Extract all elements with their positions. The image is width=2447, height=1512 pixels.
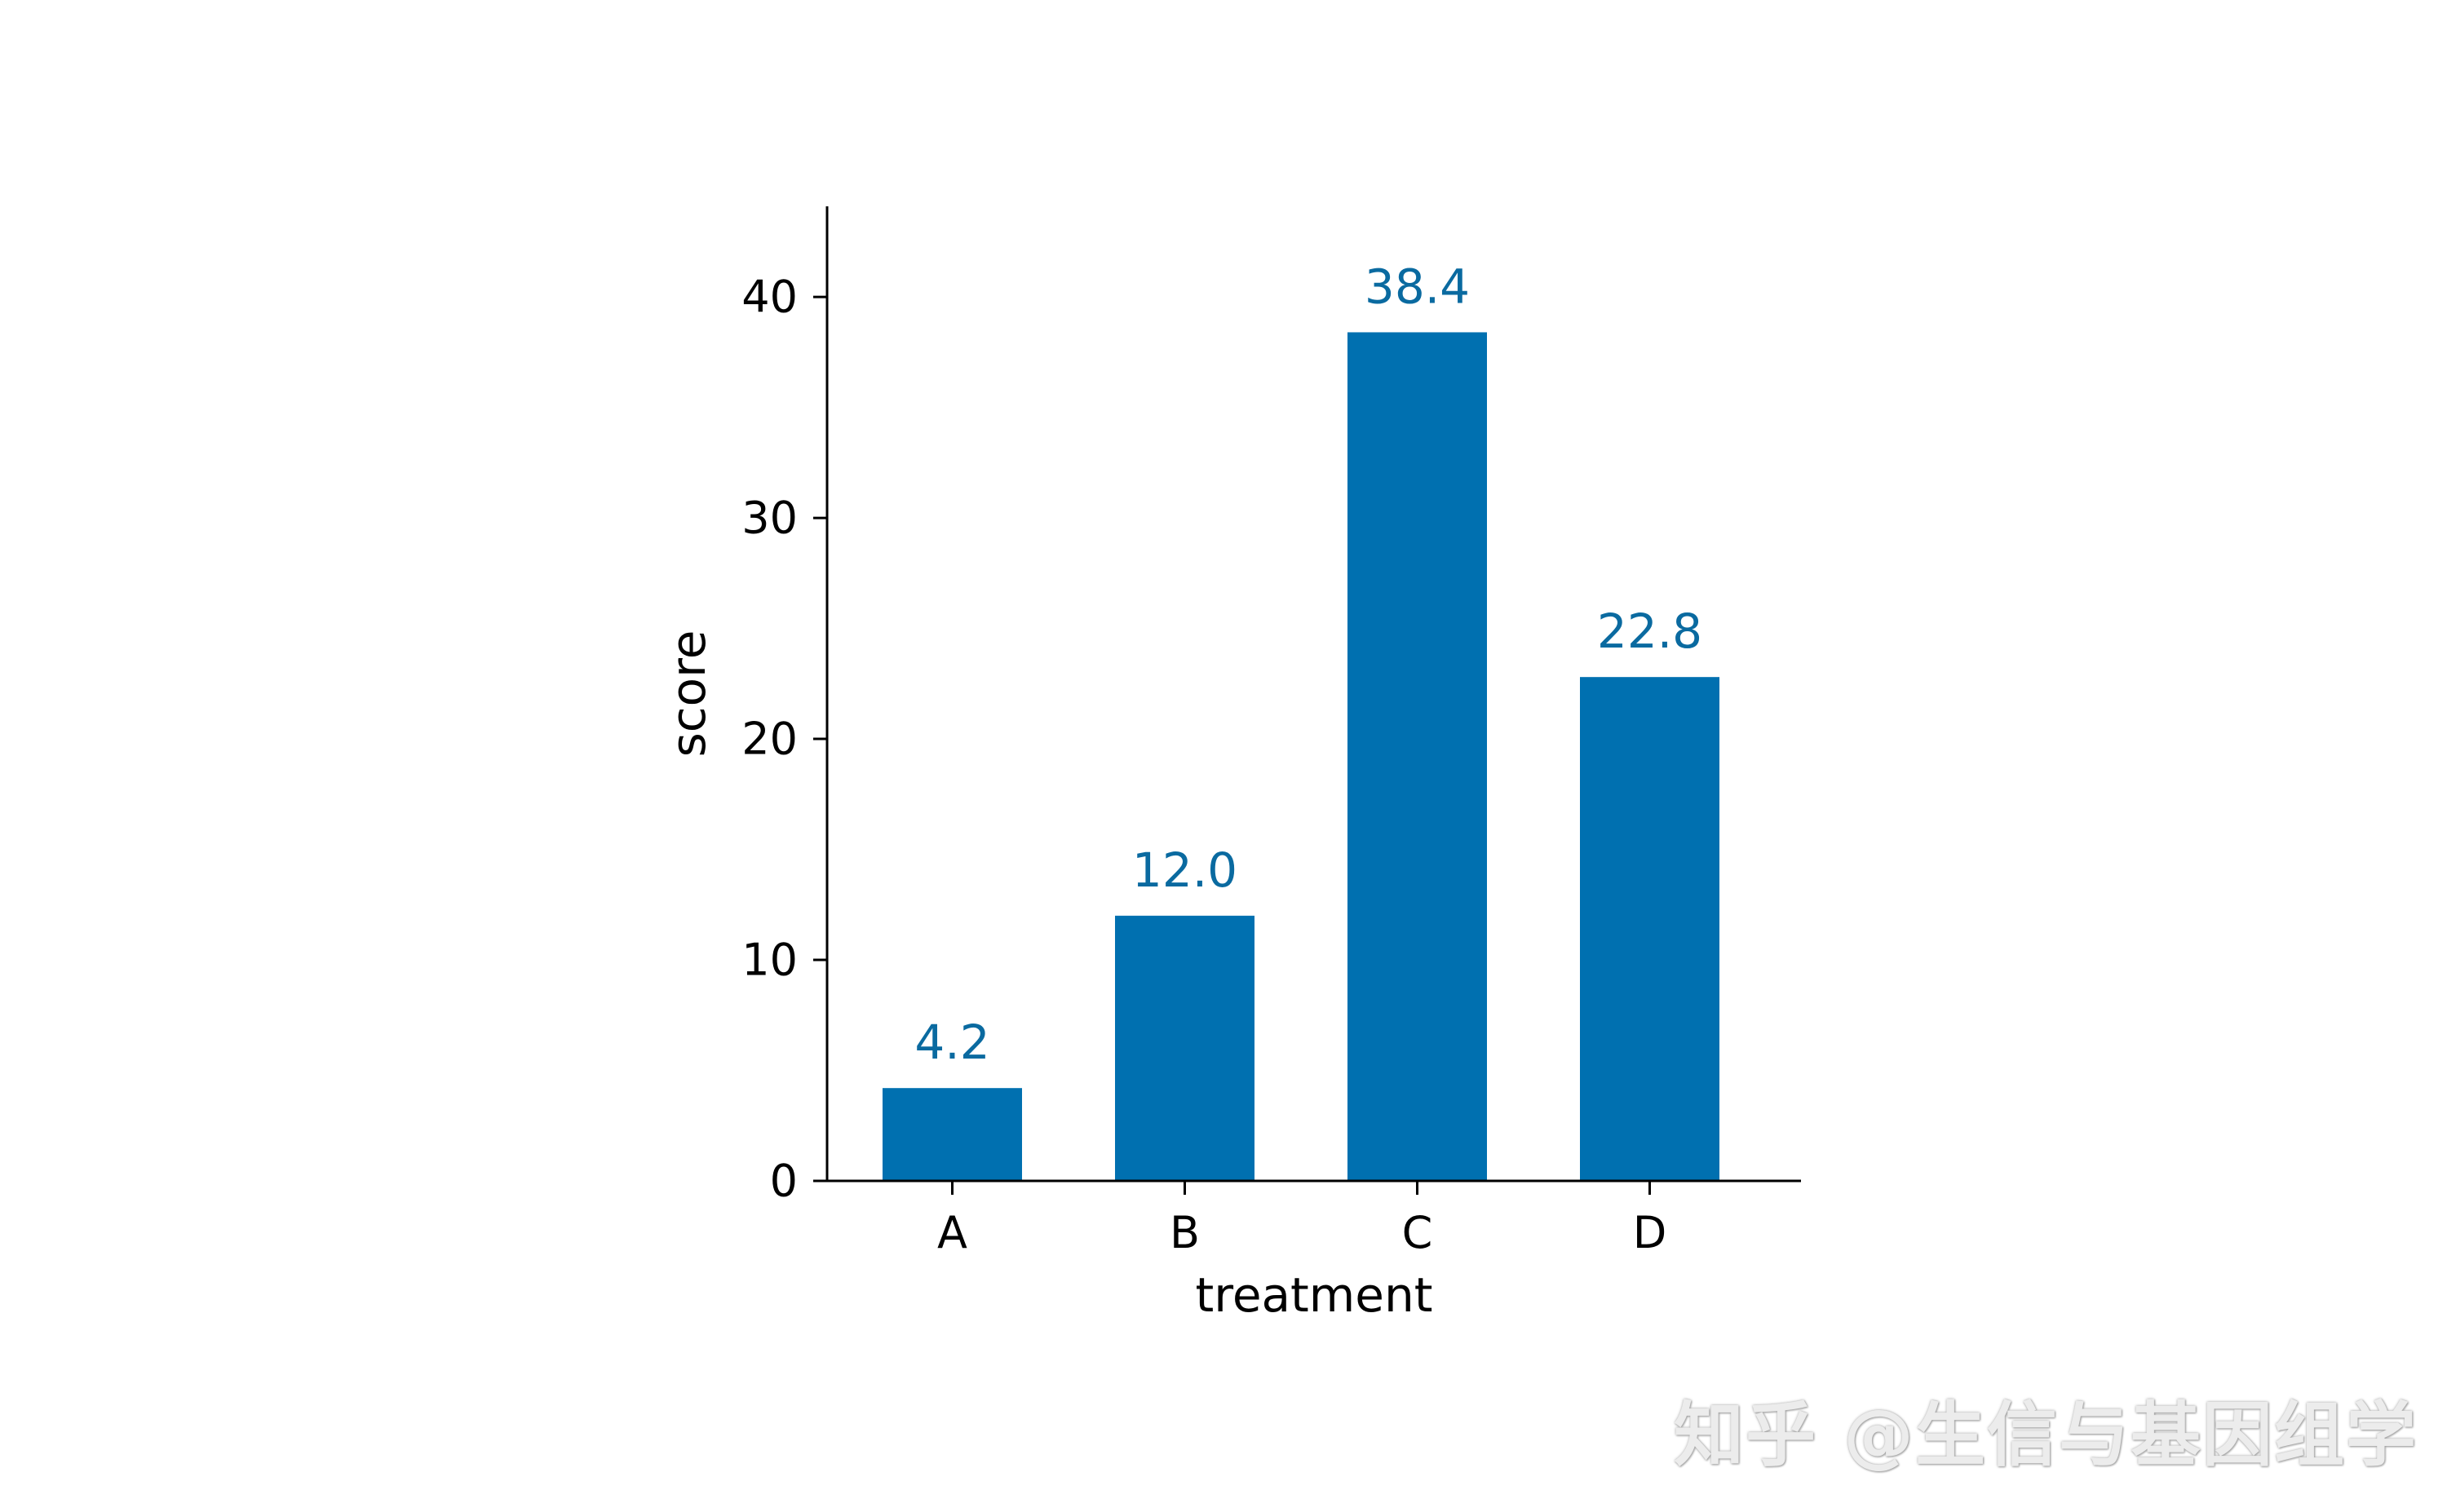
bar-value-label-C: 38.4: [1365, 259, 1470, 314]
axes-group: [825, 206, 1801, 1183]
watermark-text: 知乎 @生信与基因组学: [1674, 1395, 2418, 1476]
bar-B: [1115, 915, 1254, 1181]
y-tick-label-40: 40: [741, 272, 798, 323]
y-ticks-group: 0 10 20 30 40: [741, 272, 827, 1207]
value-labels-group: 4.2 12.0 38.4 22.8: [914, 259, 1702, 1070]
y-tick-label-20: 20: [741, 714, 798, 765]
x-ticks-group: A B C D: [937, 1181, 1666, 1258]
bar-D: [1580, 677, 1719, 1181]
bar-value-label-D: 22.8: [1597, 603, 1702, 659]
x-tick-label-A: A: [937, 1207, 967, 1258]
bars-group: [883, 332, 1719, 1181]
bar-A: [883, 1088, 1022, 1181]
y-tick-label-10: 10: [741, 935, 798, 986]
y-tick-label-30: 30: [741, 493, 798, 544]
y-axis-label: score: [661, 630, 716, 758]
x-tick-label-D: D: [1633, 1207, 1667, 1258]
x-axis-label: treatment: [1196, 1267, 1433, 1323]
y-tick-label-0: 0: [770, 1156, 798, 1207]
x-tick-label-C: C: [1402, 1207, 1433, 1258]
x-tick-label-B: B: [1170, 1207, 1200, 1258]
bar-C: [1347, 332, 1487, 1181]
bar-value-label-A: 4.2: [914, 1015, 989, 1070]
bar-value-label-B: 12.0: [1132, 842, 1237, 898]
